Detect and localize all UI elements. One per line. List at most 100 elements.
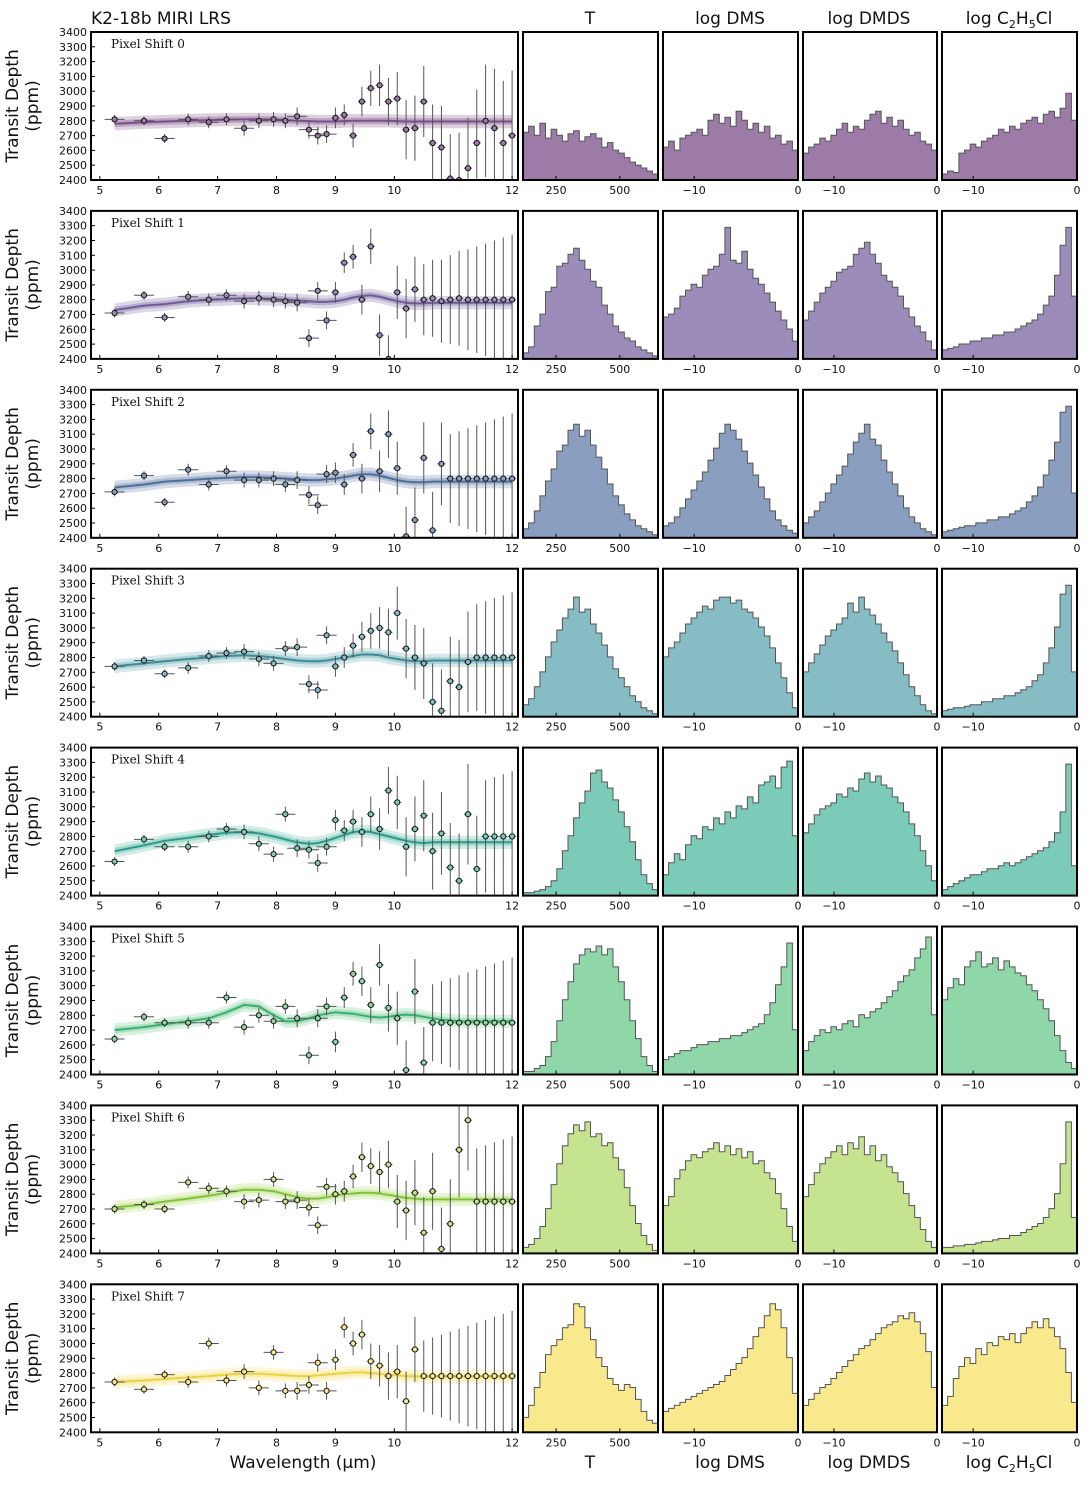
data-point bbox=[104, 1204, 125, 1214]
data-point bbox=[349, 1331, 358, 1356]
data-point bbox=[437, 1334, 446, 1418]
histogram-panel: −10 0 bbox=[662, 209, 802, 376]
histogram-bars bbox=[662, 1142, 799, 1254]
data-marker bbox=[349, 132, 357, 139]
data-point bbox=[287, 1009, 308, 1028]
histogram-panel: −10 0 bbox=[802, 1283, 941, 1449]
histogram-panel: −10 0 bbox=[802, 388, 941, 555]
data-point bbox=[508, 70, 517, 180]
data-marker bbox=[332, 663, 339, 670]
data-marker bbox=[349, 970, 357, 977]
y-tick-label: 3100 bbox=[59, 1323, 87, 1336]
data-marker bbox=[111, 1378, 118, 1386]
x-tick-label: 0 bbox=[934, 184, 941, 197]
data-marker bbox=[438, 1245, 445, 1253]
y-tick-label: 2700 bbox=[59, 666, 87, 679]
model-median-line bbox=[114, 653, 513, 668]
x-tick-label: 0 bbox=[1074, 542, 1081, 555]
data-marker bbox=[429, 295, 436, 302]
y-tick-label: 2500 bbox=[59, 517, 87, 530]
x-tick-label: 10 bbox=[387, 1436, 401, 1449]
data-point bbox=[366, 1343, 375, 1380]
data-marker bbox=[314, 502, 321, 509]
histogram-bars bbox=[802, 1312, 938, 1433]
data-marker bbox=[402, 645, 410, 652]
x-tick-label: 8 bbox=[273, 721, 280, 734]
data-point bbox=[384, 410, 393, 458]
data-point bbox=[298, 1046, 319, 1065]
x-tick-label: 0 bbox=[1074, 721, 1081, 734]
data-point bbox=[287, 471, 308, 489]
data-marker bbox=[241, 125, 248, 132]
y-tick-label: 3000 bbox=[59, 622, 87, 635]
x-tick-label: 5 bbox=[96, 1079, 103, 1092]
data-marker bbox=[111, 1035, 118, 1043]
data-marker bbox=[305, 681, 313, 688]
data-point bbox=[481, 601, 490, 714]
data-marker bbox=[205, 1340, 212, 1347]
x-tick-label: 10 bbox=[387, 542, 401, 555]
x-tick-label: −10 bbox=[683, 721, 706, 734]
data-marker bbox=[140, 657, 148, 664]
data-marker bbox=[223, 116, 230, 123]
data-marker bbox=[447, 1220, 454, 1227]
x-tick-label: 250 bbox=[546, 1079, 567, 1092]
data-marker bbox=[473, 1372, 480, 1380]
y-tick-label: 3100 bbox=[59, 249, 87, 262]
data-point bbox=[455, 250, 464, 346]
data-point bbox=[340, 1316, 349, 1338]
data-marker bbox=[255, 476, 262, 484]
data-marker bbox=[341, 1188, 348, 1195]
data-point bbox=[472, 1322, 481, 1430]
x-tick-label: 0 bbox=[795, 184, 802, 197]
data-marker bbox=[305, 1052, 313, 1059]
y-tick-label: 3100 bbox=[59, 1144, 87, 1157]
data-point bbox=[287, 638, 308, 657]
x-tick-label: 0 bbox=[795, 1436, 802, 1449]
data-marker bbox=[323, 317, 330, 324]
x-tick-label: 12 bbox=[505, 542, 519, 555]
y-axis-title-line: Transit Depth bbox=[3, 765, 23, 880]
data-point bbox=[357, 1142, 366, 1172]
data-point bbox=[366, 70, 375, 106]
data-marker bbox=[464, 658, 472, 666]
data-marker bbox=[270, 116, 277, 123]
data-marker bbox=[385, 629, 392, 636]
data-point bbox=[275, 477, 296, 492]
y-axis-title-line: Transit Depth bbox=[3, 944, 23, 1059]
data-point bbox=[178, 661, 199, 674]
data-marker bbox=[509, 654, 516, 661]
data-marker bbox=[349, 451, 357, 459]
data-marker bbox=[491, 654, 498, 661]
data-marker bbox=[332, 817, 339, 824]
data-marker bbox=[367, 811, 374, 818]
data-point bbox=[499, 416, 508, 538]
spectrum-frame bbox=[90, 925, 519, 1076]
histogram-panel: −10 0 bbox=[662, 925, 802, 1092]
data-point bbox=[410, 1316, 419, 1382]
data-marker bbox=[447, 864, 454, 871]
y-tick-label: 2900 bbox=[59, 816, 87, 829]
histogram-bars bbox=[802, 110, 938, 181]
data-marker bbox=[509, 1019, 516, 1026]
x-tick-label: −10 bbox=[962, 1079, 985, 1092]
data-point bbox=[248, 1192, 269, 1208]
data-marker bbox=[394, 799, 401, 806]
panel-row: Transit Depth(ppm)Pixel Shift 5240025002… bbox=[3, 921, 1081, 1092]
subscript: 2 bbox=[1009, 1462, 1016, 1475]
histogram-bars bbox=[522, 423, 659, 539]
data-marker bbox=[500, 475, 507, 482]
x-tick-label: −10 bbox=[822, 1436, 845, 1449]
data-point bbox=[428, 1152, 437, 1230]
histogram-bars bbox=[522, 769, 659, 897]
panel-row: Transit Depth(ppm)Pixel Shift 1240025002… bbox=[3, 205, 1081, 376]
panel-row: Transit Depth(ppm)Pixel Shift 3240025002… bbox=[3, 563, 1081, 734]
data-point bbox=[455, 639, 464, 717]
data-marker bbox=[402, 1207, 410, 1214]
data-point bbox=[463, 117, 472, 180]
histogram-frame bbox=[662, 31, 799, 181]
data-point bbox=[375, 314, 384, 356]
y-axis-title-line: (ppm) bbox=[23, 1333, 43, 1384]
data-point bbox=[298, 486, 319, 504]
data-point bbox=[402, 619, 411, 679]
